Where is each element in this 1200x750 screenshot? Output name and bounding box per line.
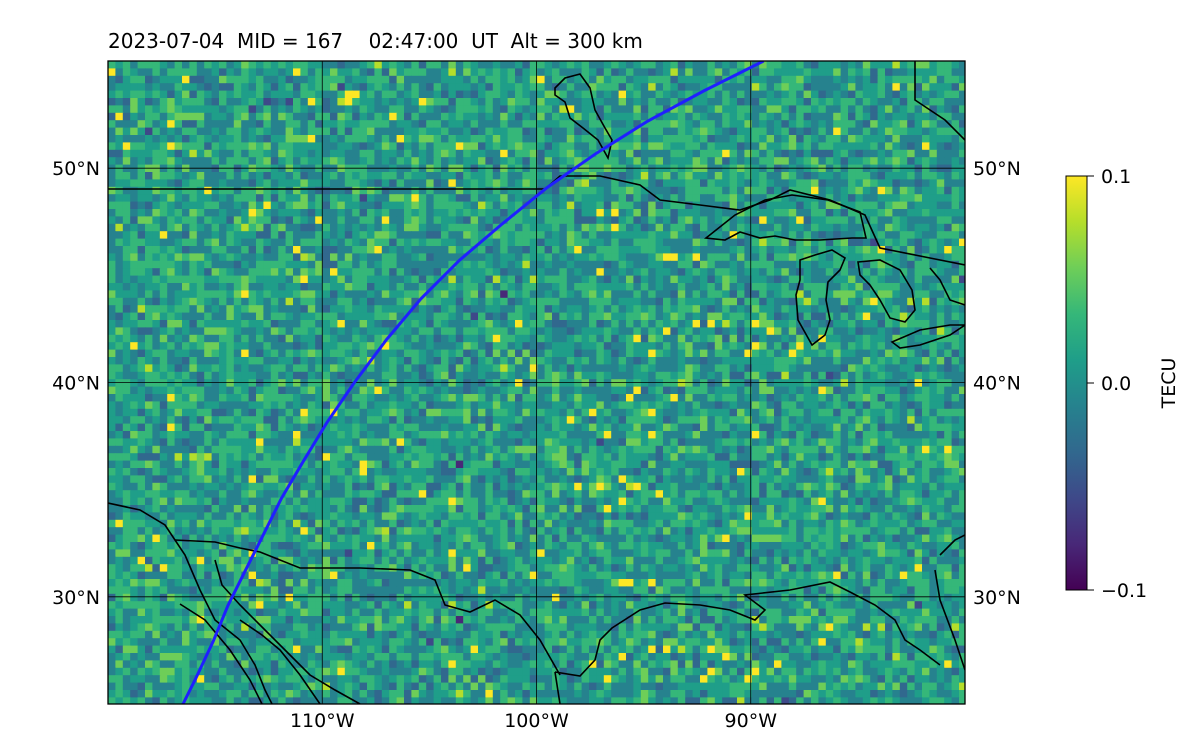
lake-huron xyxy=(857,259,916,323)
tec-heatmap xyxy=(108,61,965,704)
us-mexico-border xyxy=(174,539,561,676)
colorbar-gradient xyxy=(1065,175,1088,591)
colorbar-tick-label: 0.1 xyxy=(1101,166,1131,188)
gulf-of-california xyxy=(214,559,361,704)
map-frame xyxy=(107,60,966,705)
colorbar-label: TECU xyxy=(1158,358,1180,410)
axis-labels: 110°W 100°W 90°W 30°N 30°N 40°N 40°N 50°N 50°N xyxy=(52,158,1021,732)
lake-winnipeg xyxy=(554,73,613,161)
satellite-track xyxy=(181,61,765,704)
ontario-shore xyxy=(929,267,965,306)
satellite-track-line xyxy=(181,61,765,704)
us-canada-border xyxy=(108,175,965,266)
baja-california xyxy=(108,502,273,704)
colorbar-tick-label: 0.0 xyxy=(1101,373,1131,395)
northeast-coast xyxy=(914,61,965,141)
mexico-west-coast xyxy=(179,603,263,704)
lake-michigan xyxy=(795,249,847,347)
latitude-tick-label-left: 40°N xyxy=(52,373,100,395)
colorbar-tick-label: −0.1 xyxy=(1101,580,1147,602)
mexico-mainland xyxy=(239,619,561,704)
longitude-tick-label: 90°W xyxy=(725,710,778,732)
gulf-coast xyxy=(554,581,941,677)
longitude-tick-label: 110°W xyxy=(290,710,355,732)
latitude-tick-label-right: 30°N xyxy=(973,587,1021,609)
latitude-tick-label-left: 30°N xyxy=(52,587,100,609)
colorbar: 0.1 0.0 −0.1 TECU xyxy=(1065,166,1180,602)
lake-erie xyxy=(890,324,965,349)
latitude-tick-label-left: 50°N xyxy=(52,158,100,180)
map-title: 2023-07-04 MID = 167 02:47:00 UT Alt = 3… xyxy=(108,29,643,53)
graticule xyxy=(108,61,965,704)
lake-superior xyxy=(703,194,868,241)
coastlines-borders xyxy=(108,61,965,704)
florida-coast xyxy=(934,534,965,671)
latitude-tick-label-right: 40°N xyxy=(973,373,1021,395)
colorbar-ticks: 0.1 0.0 −0.1 xyxy=(1087,166,1147,602)
latitude-tick-label-right: 50°N xyxy=(973,158,1021,180)
longitude-tick-label: 100°W xyxy=(504,710,569,732)
